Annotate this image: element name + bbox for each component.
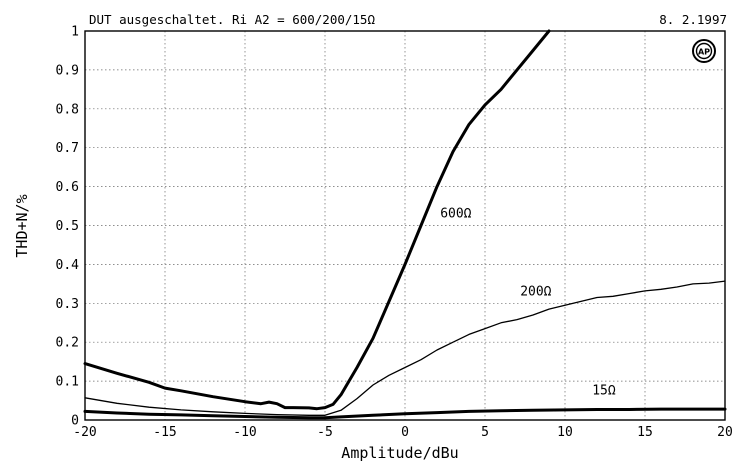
series-annotation-label: 15Ω (592, 384, 616, 399)
y-tick-label: 0.2 (56, 336, 79, 351)
x-tick-label: -5 (317, 425, 333, 440)
x-axis-label: Amplitude/dBu (341, 444, 458, 462)
x-tick-label: 10 (557, 425, 573, 440)
series-line (83, 29, 551, 411)
x-tick-label: 5 (481, 425, 489, 440)
y-tick-label: 0.7 (56, 141, 79, 156)
y-tick-label: 1 (71, 25, 79, 40)
y-tick-label: 0.8 (56, 102, 79, 117)
y-tick-label: 0 (71, 414, 79, 429)
ap-logo-icon: AP (692, 39, 716, 63)
y-tick-label: 0.3 (56, 297, 79, 312)
chart-date: 8. 2.1997 (659, 12, 727, 27)
tick-labels: -20 -15 -10 -5 0 5 10 15 20 0 0.1 0.2 0.3 0.4 0.5 0.6 0.… (56, 25, 733, 441)
series-lines (83, 29, 727, 420)
y-tick-label: 0.1 (56, 375, 79, 390)
series-line (83, 407, 727, 420)
chart-title: DUT ausgeschaltet. Ri A2 = 600/200/15Ω (89, 12, 375, 27)
ap-logo-text: AP (698, 48, 710, 57)
y-axis-label: THD+N/% (13, 194, 31, 257)
series-annotations: 600Ω 200Ω 15Ω (440, 207, 616, 399)
x-tick-label: 15 (637, 425, 653, 440)
series-annotation-label: 600Ω (440, 207, 471, 222)
y-tick-label: 0.9 (56, 63, 79, 78)
x-tick-label: -15 (153, 425, 176, 440)
series-annotation-label: 200Ω (520, 285, 551, 300)
series-line (84, 280, 726, 416)
x-tick-label: 0 (401, 425, 409, 440)
x-tick-label: -20 (73, 425, 96, 440)
grid-lines (85, 31, 725, 420)
y-tick-label: 0.5 (56, 219, 79, 234)
y-tick-label: 0.6 (56, 180, 79, 195)
y-tick-label: 0.4 (56, 258, 80, 273)
x-tick-label: -10 (233, 425, 256, 440)
x-tick-label: 20 (717, 425, 733, 440)
plot-frame (84, 30, 726, 421)
